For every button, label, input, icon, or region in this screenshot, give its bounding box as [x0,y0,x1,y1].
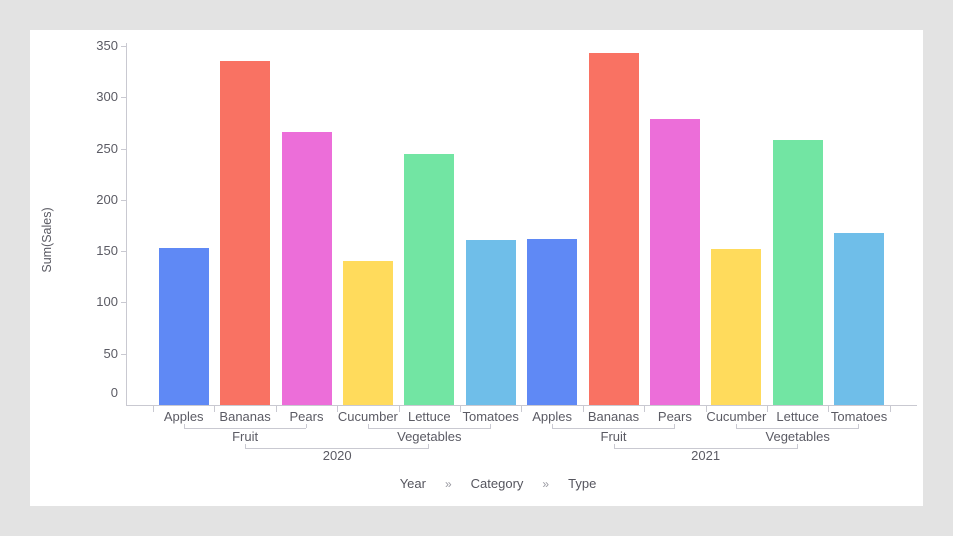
bar-apples-2021[interactable] [527,238,578,405]
x-axis-type-label: Bananas [219,409,271,424]
y-axis-tick [121,46,126,47]
x-axis-category-label: Fruit [232,429,259,444]
x-axis-type-label: Pears [657,409,692,424]
x-axis-tick [521,405,523,412]
category-group-bracket [552,428,675,429]
x-axis-category-label: Fruit [600,429,627,444]
x-axis-type-label: Lettuce [776,409,820,424]
bar-pears-2020[interactable] [281,132,332,405]
bar-tomatoes-2021[interactable] [834,232,885,405]
x-axis-category-label: Vegetables [397,429,462,444]
bar-lettuce-2020[interactable] [404,153,455,405]
y-axis-tick [121,251,126,253]
y-axis-tick-label: 200 [96,191,118,207]
x-axis-type-label: Apples [532,409,572,424]
y-axis-line [126,43,127,405]
breadcrumb-item-type[interactable]: Type [568,476,597,491]
bar-cucumber-2021[interactable] [711,249,762,405]
year-group-bracket [245,448,430,449]
y-axis-tick-label: 350 [96,38,118,53]
bar-bananas-2020[interactable] [220,61,271,405]
y-axis-tick-label: 50 [103,345,118,361]
bar-pears-2021[interactable] [649,118,700,405]
year-group-bracket-end [796,444,798,448]
category-group-bracket-end [673,424,675,428]
x-axis-year-label: 2021 [691,448,721,463]
y-axis-tick-label: 300 [96,89,118,105]
y-axis-tick [121,97,126,99]
category-group-bracket-end [552,424,554,428]
axis-breadcrumb: Year » Category » Type [400,476,597,491]
x-axis-tick [153,405,154,412]
y-axis-tick-label: 0 [110,385,118,400]
y-axis-tick [121,302,126,304]
bar-chart: Sum(Sales) 0 50 100 150 200 250 300 350 Apples Ba… [30,30,923,506]
x-axis-type-label: Tomatoes [462,409,519,424]
chart-card: Sum(Sales) 0 50 100 150 200 250 300 350 Apples Ba… [30,30,923,506]
x-axis-tick [889,405,891,412]
category-group-bracket [183,428,307,429]
breadcrumb-separator-icon: » [542,476,550,491]
x-axis-tick [214,405,216,412]
category-group-bracket-end [736,424,738,428]
breadcrumb-separator-icon: » [444,476,452,491]
x-axis-type-label: Pears [289,409,324,424]
year-group-bracket-end [613,444,615,448]
year-group-bracket-end [245,444,247,448]
x-axis-tick [767,405,768,412]
y-axis-title: Sum(Sales) [40,207,54,273]
breadcrumb-item-category[interactable]: Category [470,476,524,491]
y-axis-tick [121,199,126,201]
breadcrumb-item-year[interactable]: Year [399,476,426,491]
x-axis-year-label: 2020 [322,448,352,463]
x-axis-category-label: Vegetables [765,429,830,444]
x-axis-tick [398,405,400,412]
y-axis-tick [121,353,126,355]
x-axis-type-label: Tomatoes [830,409,888,424]
category-group-bracket [736,428,860,429]
category-group-bracket-end [305,424,307,428]
category-group-bracket-end [858,424,860,428]
category-group-bracket [367,428,491,429]
x-axis-tick [337,405,339,412]
x-axis-type-label: Apples [163,409,204,424]
bar-tomatoes-2020[interactable] [465,239,516,405]
bar-apples-2020[interactable] [158,248,209,405]
bar-cucumber-2020[interactable] [342,261,393,405]
y-axis-tick [121,148,126,150]
x-axis-tick [705,405,707,412]
x-axis-tick [275,405,277,412]
year-group-bracket-end [428,444,430,448]
x-axis-tick [828,405,830,412]
category-group-bracket-end [367,424,369,428]
x-axis-type-label: Cucumber [337,409,398,424]
x-axis-type-label: Bananas [587,409,640,424]
x-axis-type-label: Cucumber [706,409,767,424]
bar-bananas-2021[interactable] [588,53,639,405]
x-axis-tick [460,405,461,412]
x-axis-type-label: Lettuce [407,409,451,424]
x-axis-tick [644,405,646,412]
y-axis-tick-label: 250 [96,140,118,156]
y-axis-tick-label: 150 [96,243,118,259]
category-group-bracket-end [489,424,491,428]
x-axis-tick [582,405,584,412]
year-group-bracket [613,448,798,449]
y-axis-tick-label: 100 [96,294,118,310]
category-group-bracket-end [183,424,185,428]
bar-lettuce-2021[interactable] [772,140,823,405]
